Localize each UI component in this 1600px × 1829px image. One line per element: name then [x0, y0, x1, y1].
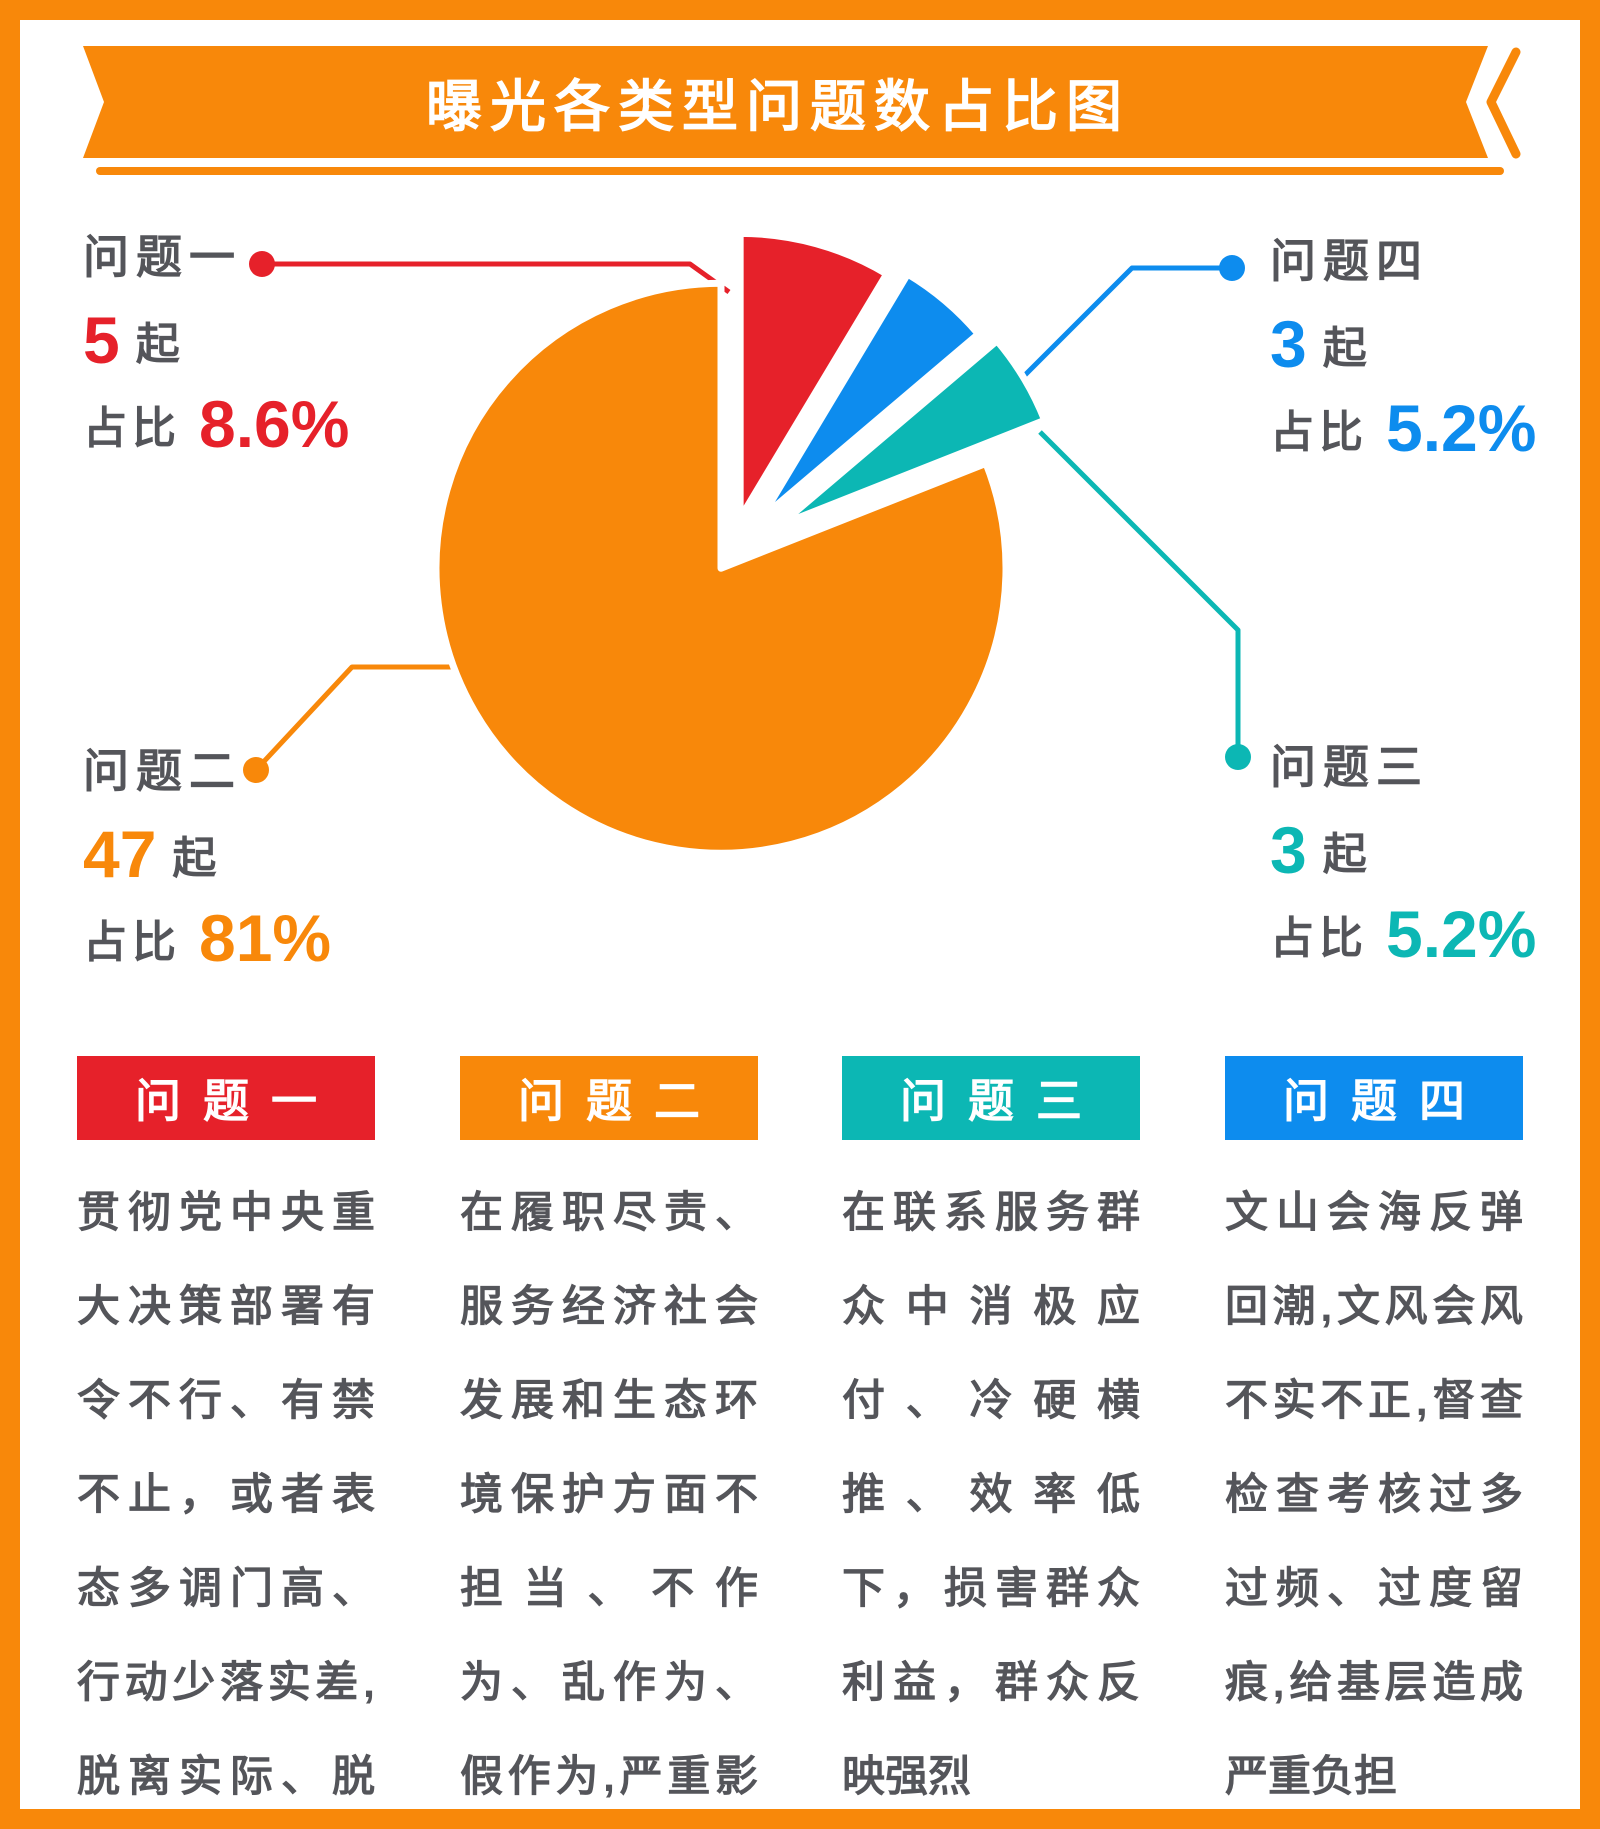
card-problem-1: 问题一 贯彻党中央重大决策部署有令不行、有禁不止，或者表态多调门高、行动少落实差… [77, 1056, 375, 1829]
ratio-label: 占比 [1270, 408, 1368, 457]
callout-problem-3: 问题三 3 起 占比 5.2% [1270, 738, 1536, 971]
callout-label: 问题四 [1270, 235, 1429, 287]
callout-problem-2: 问题二 47 起 占比 81% [83, 742, 331, 975]
callout-ratio-row: 占比 8.6% [83, 387, 349, 461]
count-value: 3 [1270, 307, 1307, 381]
leader-dot-问题三 [1225, 744, 1251, 770]
callout-ratio-row: 占比 5.2% [1270, 391, 1536, 465]
leader-line-问题三 [1038, 430, 1241, 748]
count-value: 47 [83, 817, 157, 891]
ribbon-chevron-icon [1486, 47, 1521, 159]
pie-chart [432, 229, 1049, 857]
ratio-value: 81% [199, 901, 332, 975]
ratio-label: 占比 [83, 918, 181, 967]
leader-line-问题二 [254, 664, 454, 772]
callout-count-row: 5 起 [83, 303, 349, 377]
count-unit: 起 [1322, 830, 1367, 879]
leader-dot-问题四 [1219, 255, 1245, 281]
ratio-value: 8.6% [199, 387, 350, 461]
callout-ratio-row: 占比 5.2% [1270, 897, 1536, 971]
count-unit: 起 [135, 320, 180, 369]
ratio-label: 占比 [1270, 914, 1368, 963]
count-unit: 起 [172, 834, 217, 883]
callout-label: 问题二 [83, 745, 242, 797]
card-header: 问题一 [77, 1056, 375, 1140]
ratio-value: 5.2% [1386, 897, 1537, 971]
pie-slice-问题二 [432, 279, 1010, 857]
callout-label: 问题一 [83, 231, 242, 283]
card-text: 贯彻党中央重大决策部署有令不行、有禁不止，或者表态多调门高、行动少落实差,脱离实… [77, 1189, 375, 1801]
page-title: 曝光各类型问题数占比图 [426, 74, 1130, 138]
callout-problem-4: 问题四 3 起 占比 5.2% [1270, 232, 1536, 465]
count-value: 5 [83, 303, 120, 377]
leader-dot-问题二 [243, 757, 269, 783]
pie-slice-问题三 [776, 337, 1049, 529]
title-ribbon [83, 46, 1521, 175]
card-problem-3: 问题三 在联系服务群众中消极应付、冷硬横推、效率低下，损害群众利益，群众反映强烈 [842, 1056, 1140, 1824]
card-title: 问题二 [518, 1075, 722, 1127]
count-value: 3 [1270, 813, 1307, 887]
card-problem-2: 问题二 在履职尽责、服务经济社会发展和生态环境保护方面不担当、不作为、乱作为、假… [460, 1056, 758, 1829]
card-title: 问题四 [1283, 1075, 1487, 1127]
pie-slice-问题四 [757, 270, 982, 522]
ratio-label: 占比 [83, 404, 181, 453]
card-header: 问题三 [842, 1056, 1140, 1140]
count-unit: 起 [1322, 324, 1367, 373]
ribbon-banner [83, 46, 1488, 158]
card-header: 问题四 [1225, 1056, 1523, 1140]
card-text: 文山会海反弹回潮,文风会风不实不正,督查检查考核过多过频、过度留痕,给基层造成严… [1225, 1189, 1523, 1801]
callout-count-row: 47 起 [83, 817, 331, 891]
card-text: 在履职尽责、服务经济社会发展和生态环境保护方面不担当、不作为、乱作为、假作为,严… [460, 1189, 758, 1801]
callout-count-row: 3 起 [1270, 307, 1536, 381]
leader-line-问题四 [1008, 265, 1225, 392]
card-text: 在联系服务群众中消极应付、冷硬横推、效率低下，损害群众利益，群众反映强烈 [842, 1189, 1140, 1801]
pie-slice-问题一 [736, 229, 891, 522]
callout-label: 问题三 [1270, 741, 1429, 793]
leader-dot-问题一 [249, 251, 275, 277]
callout-ratio-row: 占比 81% [83, 901, 331, 975]
callout-count-row: 3 起 [1270, 813, 1536, 887]
card-title: 问题一 [135, 1075, 339, 1127]
card-title: 问题三 [900, 1075, 1104, 1127]
callout-problem-1: 问题一 5 起 占比 8.6% [83, 228, 349, 461]
ratio-value: 5.2% [1386, 391, 1537, 465]
card-header: 问题二 [460, 1056, 758, 1140]
card-problem-4: 问题四 文山会海反弹回潮,文风会风不实不正,督查检查考核过多过频、过度留痕,给基… [1225, 1056, 1523, 1824]
